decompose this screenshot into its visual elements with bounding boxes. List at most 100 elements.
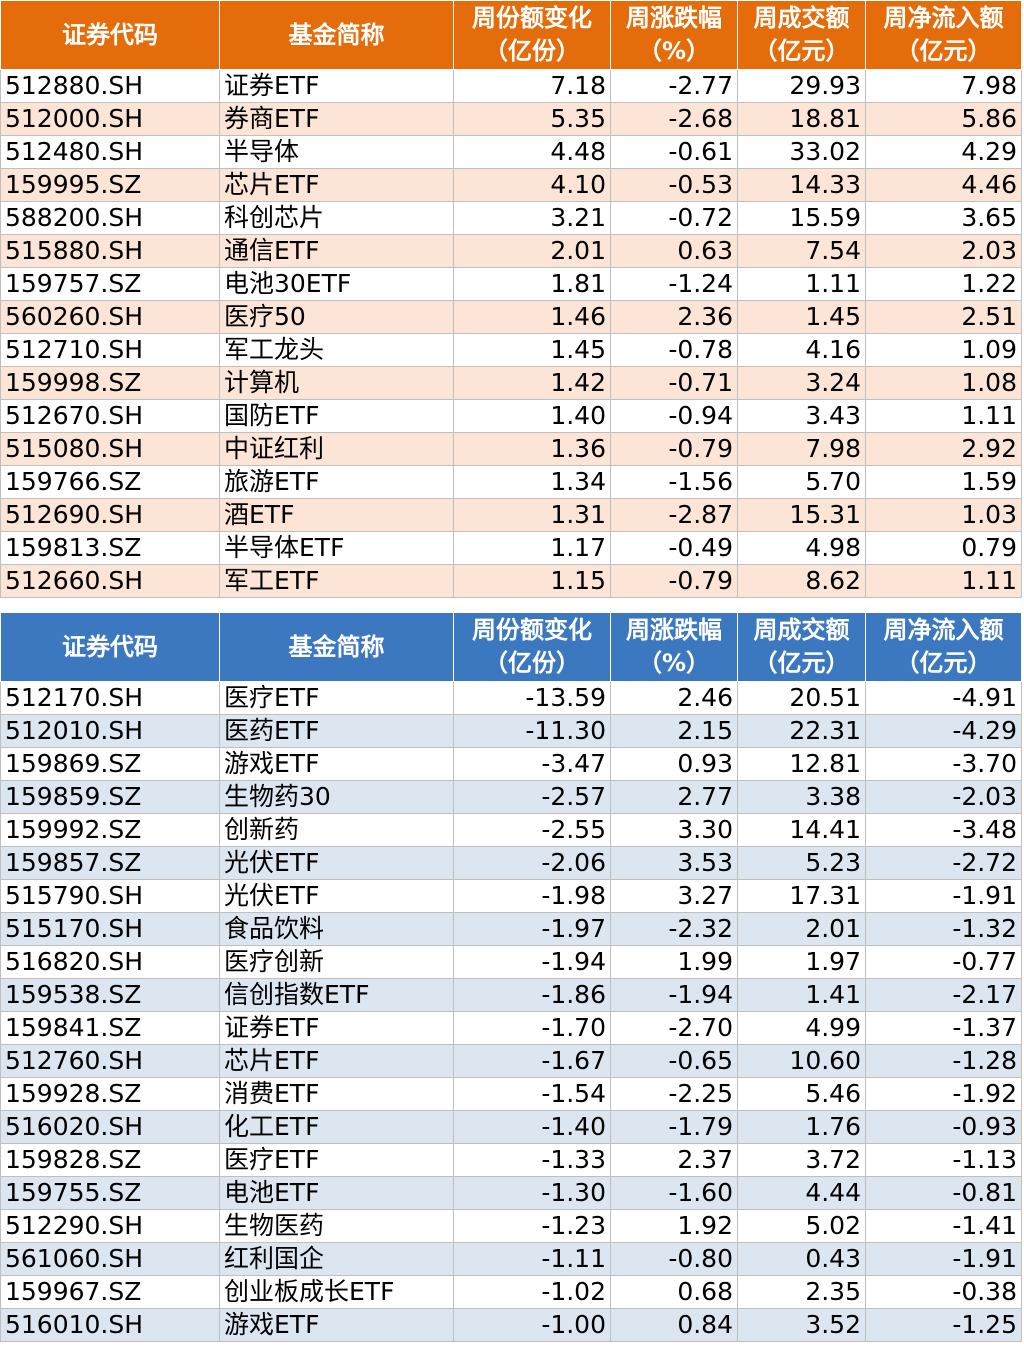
name-cell: 券商ETF xyxy=(219,102,454,136)
net-inflow-cell: 4.29 xyxy=(865,135,1022,169)
inflow-row: 515080.SH 中证红利 1.36 -0.79 7.98 2.92 xyxy=(0,432,1022,466)
share-change-cell: 1.34 xyxy=(453,465,611,499)
turnover-cell: 4.98 xyxy=(737,531,866,565)
code-cell: 159857.SZ xyxy=(0,846,220,880)
turnover-cell: 3.52 xyxy=(737,1308,866,1342)
change-pct-cell: -0.80 xyxy=(610,1242,738,1276)
outflow-row: 159828.SZ 医疗ETF -1.33 2.37 3.72 -1.13 xyxy=(0,1143,1022,1177)
code-cell: 512880.SH xyxy=(0,69,220,103)
change-pct-cell: -2.68 xyxy=(610,102,738,136)
inflow-row: 515880.SH 通信ETF 2.01 0.63 7.54 2.03 xyxy=(0,234,1022,268)
share-change-cell: -1.00 xyxy=(453,1308,611,1342)
share-change-cell: -1.97 xyxy=(453,912,611,946)
turnover-cell: 1.76 xyxy=(737,1110,866,1144)
share-change-cell: 3.21 xyxy=(453,201,611,235)
code-cell: 159538.SZ xyxy=(0,978,220,1012)
outflow-row: 159859.SZ 生物药30 -2.57 2.77 3.38 -2.03 xyxy=(0,780,1022,814)
name-cell: 半导体ETF xyxy=(219,531,454,565)
name-cell: 游戏ETF xyxy=(219,747,454,781)
code-cell: 512010.SH xyxy=(0,714,220,748)
turnover-cell: 1.97 xyxy=(737,945,866,979)
name-cell: 生物药30 xyxy=(219,780,454,814)
change-pct-cell: -2.25 xyxy=(610,1077,738,1111)
code-cell: 515790.SH xyxy=(0,879,220,913)
outflow-row: 159857.SZ 光伏ETF -2.06 3.53 5.23 -2.72 xyxy=(0,846,1022,880)
change-pct-cell: -2.32 xyxy=(610,912,738,946)
name-cell: 生物医药 xyxy=(219,1209,454,1243)
inflow-row: 512710.SH 军工龙头 1.45 -0.78 4.16 1.09 xyxy=(0,333,1022,367)
turnover-cell: 2.35 xyxy=(737,1275,866,1309)
name-cell: 化工ETF xyxy=(219,1110,454,1144)
net-inflow-cell: 7.98 xyxy=(865,69,1022,103)
net-inflow-cell: -1.92 xyxy=(865,1077,1022,1111)
outflow-row: 159967.SZ 创业板成长ETF -1.02 0.68 2.35 -0.38 xyxy=(0,1275,1022,1309)
name-cell: 电池30ETF xyxy=(219,267,454,301)
net-inflow-cell: 5.86 xyxy=(865,102,1022,136)
share-change-cell: -1.40 xyxy=(453,1110,611,1144)
code-cell: 512660.SH xyxy=(0,564,220,598)
share-change-cell: -1.67 xyxy=(453,1044,611,1078)
turnover-cell: 15.31 xyxy=(737,498,866,532)
change-pct-cell: 2.15 xyxy=(610,714,738,748)
code-cell: 159928.SZ xyxy=(0,1077,220,1111)
share-change-cell: 1.15 xyxy=(453,564,611,598)
code-cell: 516820.SH xyxy=(0,945,220,979)
turnover-cell: 4.44 xyxy=(737,1176,866,1210)
outflow-row: 512760.SH 芯片ETF -1.67 -0.65 10.60 -1.28 xyxy=(0,1044,1022,1078)
code-cell: 512000.SH xyxy=(0,102,220,136)
outflow-row: 516820.SH 医疗创新 -1.94 1.99 1.97 -0.77 xyxy=(0,945,1022,979)
name-cell: 食品饮料 xyxy=(219,912,454,946)
net-inflow-cell: -0.93 xyxy=(865,1110,1022,1144)
share-change-cell: -2.55 xyxy=(453,813,611,847)
share-change-cell: -13.59 xyxy=(453,681,611,715)
net-inflow-cell: -1.41 xyxy=(865,1209,1022,1243)
change-pct-cell: -1.60 xyxy=(610,1176,738,1210)
outflow-row: 512010.SH 医药ETF -11.30 2.15 22.31 -4.29 xyxy=(0,714,1022,748)
share-change-cell: -1.94 xyxy=(453,945,611,979)
header-change-pct: 周涨跌幅 （%） xyxy=(610,0,738,70)
code-cell: 512290.SH xyxy=(0,1209,220,1243)
code-cell: 515880.SH xyxy=(0,234,220,268)
share-change-cell: -1.30 xyxy=(453,1176,611,1210)
inflow-row: 159998.SZ 计算机 1.42 -0.71 3.24 1.08 xyxy=(0,366,1022,400)
share-change-cell: -2.06 xyxy=(453,846,611,880)
inflow-row: 512690.SH 酒ETF 1.31 -2.87 15.31 1.03 xyxy=(0,498,1022,532)
change-pct-cell: -0.53 xyxy=(610,168,738,202)
code-cell: 159998.SZ xyxy=(0,366,220,400)
code-cell: 516010.SH xyxy=(0,1308,220,1342)
change-pct-cell: -0.65 xyxy=(610,1044,738,1078)
turnover-cell: 1.11 xyxy=(737,267,866,301)
code-cell: 588200.SH xyxy=(0,201,220,235)
name-cell: 科创芯片 xyxy=(219,201,454,235)
share-change-cell: -1.11 xyxy=(453,1242,611,1276)
change-pct-cell: -1.56 xyxy=(610,465,738,499)
net-inflow-cell: -1.32 xyxy=(865,912,1022,946)
change-pct-cell: -0.72 xyxy=(610,201,738,235)
share-change-cell: 1.17 xyxy=(453,531,611,565)
name-cell: 军工ETF xyxy=(219,564,454,598)
change-pct-cell: 3.27 xyxy=(610,879,738,913)
share-change-cell: 1.45 xyxy=(453,333,611,367)
code-cell: 159967.SZ xyxy=(0,1275,220,1309)
name-cell: 芯片ETF xyxy=(219,1044,454,1078)
inflow-row: 159995.SZ 芯片ETF 4.10 -0.53 14.33 4.46 xyxy=(0,168,1022,202)
share-change-cell: -1.98 xyxy=(453,879,611,913)
name-cell: 中证红利 xyxy=(219,432,454,466)
net-inflow-cell: 1.59 xyxy=(865,465,1022,499)
header-code: 证券代码 xyxy=(0,612,220,682)
share-change-cell: 1.81 xyxy=(453,267,611,301)
header-name: 基金简称 xyxy=(219,0,454,70)
net-inflow-cell: -3.48 xyxy=(865,813,1022,847)
name-cell: 医疗创新 xyxy=(219,945,454,979)
header-code: 证券代码 xyxy=(0,0,220,70)
turnover-cell: 0.43 xyxy=(737,1242,866,1276)
name-cell: 计算机 xyxy=(219,366,454,400)
turnover-cell: 12.81 xyxy=(737,747,866,781)
code-cell: 512480.SH xyxy=(0,135,220,169)
outflow-row: 515790.SH 光伏ETF -1.98 3.27 17.31 -1.91 xyxy=(0,879,1022,913)
change-pct-cell: 2.36 xyxy=(610,300,738,334)
share-change-cell: 1.40 xyxy=(453,399,611,433)
name-cell: 医疗ETF xyxy=(219,681,454,715)
change-pct-cell: 2.77 xyxy=(610,780,738,814)
outflow-row: 159538.SZ 信创指数ETF -1.86 -1.94 1.41 -2.17 xyxy=(0,978,1022,1012)
